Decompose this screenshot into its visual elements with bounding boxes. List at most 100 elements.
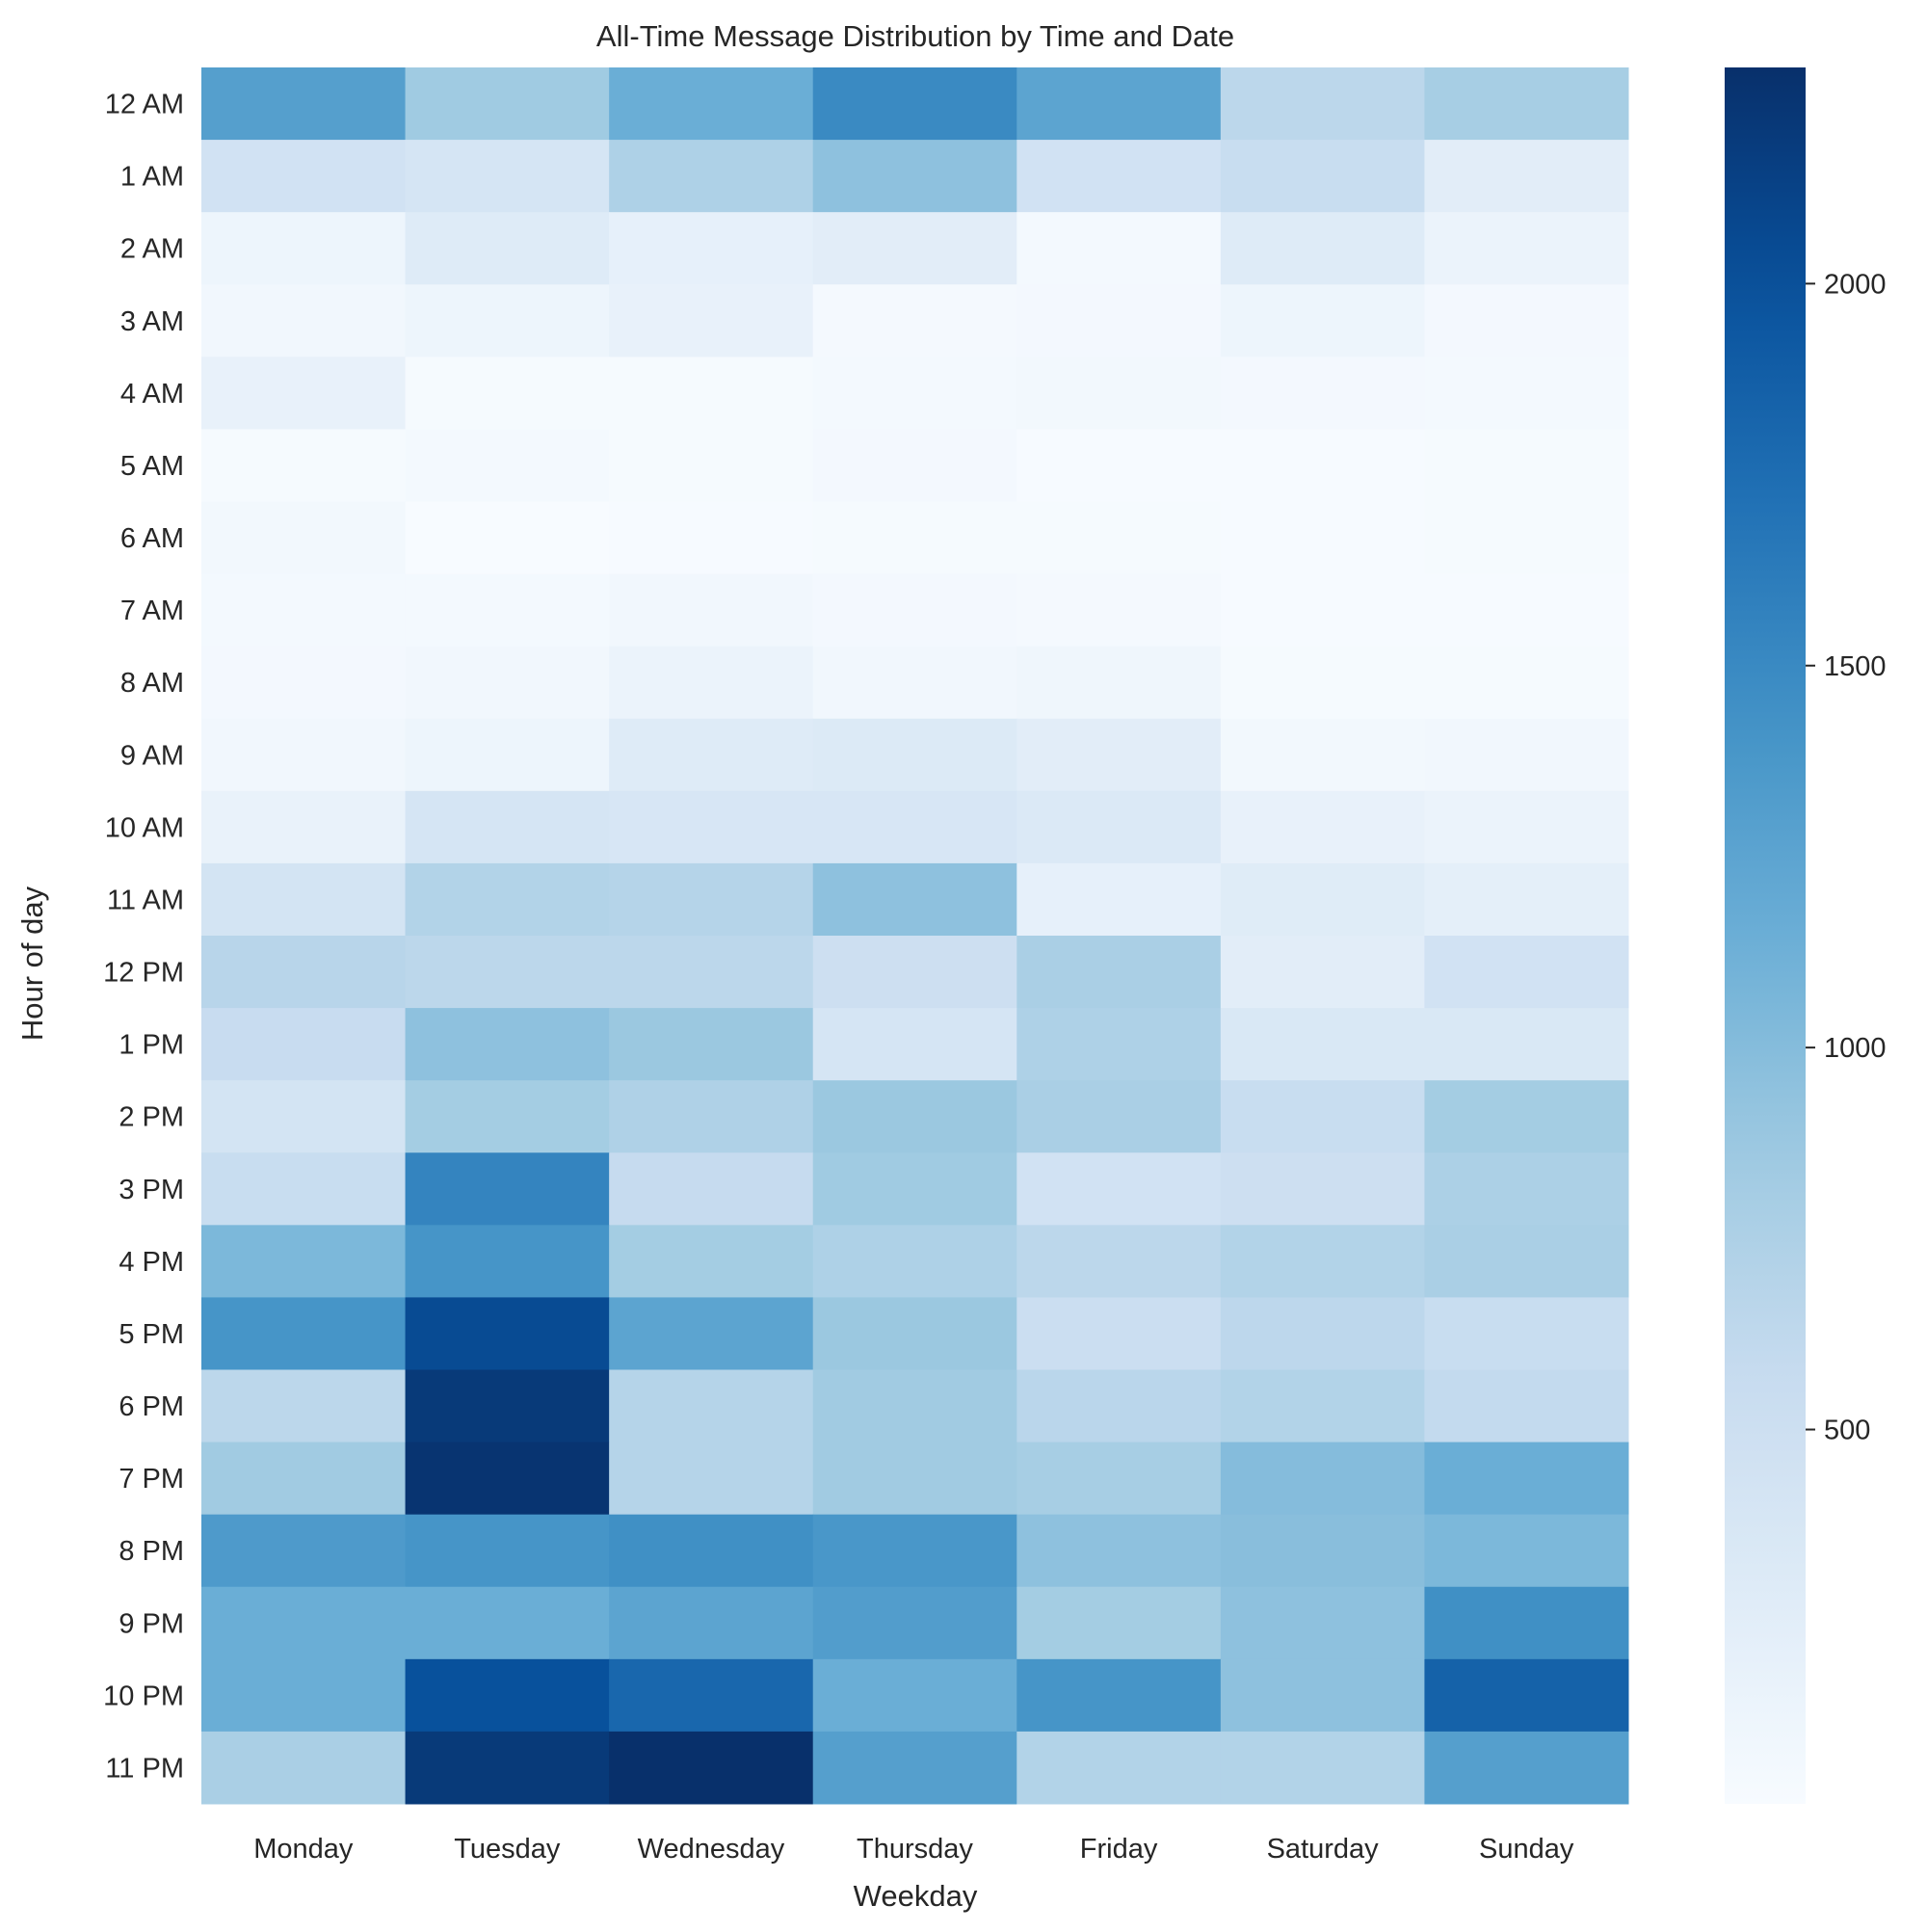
heatmap-cell (609, 646, 814, 720)
heatmap-cell (609, 1731, 814, 1805)
y-tick-label: 7 PM (119, 1464, 184, 1495)
heatmap-cell (201, 140, 407, 213)
y-tick-label: 1 AM (120, 162, 184, 193)
heatmap-cell (405, 1297, 610, 1370)
heatmap-cell (1424, 357, 1629, 430)
heatmap-cell (609, 212, 814, 285)
heatmap-cell (1220, 357, 1425, 430)
heatmap-cell (1220, 429, 1425, 502)
heatmap-cell (812, 429, 1017, 502)
y-tick-labels: 12 AM 1 AM 2 AM 3 AM 4 AM 5 AM 6 AM 7 AM 8 AM 9 A… (103, 90, 184, 1785)
heatmap-cell (812, 357, 1017, 430)
heatmap-cell (1424, 212, 1629, 285)
x-tick-label: Sunday (1479, 1834, 1574, 1865)
heatmap-cell (1424, 1152, 1629, 1226)
heatmap-cell (405, 862, 610, 937)
heatmap-cell (812, 1514, 1017, 1588)
heatmap-cell (1220, 790, 1425, 864)
heatmap-cell (812, 284, 1017, 357)
colorbar-tick-label: 2000 (1824, 269, 1887, 300)
heatmap-cell (201, 67, 407, 141)
heatmap-cell (405, 718, 610, 792)
heatmap-cell (1424, 573, 1629, 648)
heatmap-cell (201, 501, 407, 575)
heatmap-cell (1220, 1514, 1425, 1588)
heatmap-cell (405, 936, 610, 1009)
heatmap-cell (405, 140, 610, 213)
y-tick-label: 12 AM (105, 90, 184, 120)
heatmap-cell (812, 1225, 1017, 1298)
heatmap-cell (609, 1369, 814, 1443)
heatmap-cell (405, 1442, 610, 1516)
heatmap-cell (201, 573, 407, 648)
heatmap-cell (609, 1225, 814, 1298)
heatmap-cell (201, 1225, 407, 1298)
heatmap-cell (405, 1514, 610, 1588)
y-axis-label: Hour of day (15, 886, 49, 1041)
heatmap-cell (1016, 501, 1222, 575)
heatmap-cell (1424, 646, 1629, 720)
heatmap-cell (1016, 1080, 1222, 1153)
heatmap-cell (201, 1152, 407, 1226)
heatmap-cell (812, 140, 1017, 213)
heatmap-cell (812, 67, 1017, 141)
heatmap-cell (1220, 212, 1425, 285)
heatmap-cell (1424, 67, 1629, 141)
heatmap-cell (1016, 1008, 1222, 1081)
y-tick-label: 8 AM (120, 668, 184, 699)
heatmap-cell (609, 1586, 814, 1660)
heatmap-cell (812, 501, 1017, 575)
heatmap-cell (1016, 212, 1222, 285)
heatmap-cell (1424, 429, 1629, 502)
y-tick-label: 5 AM (120, 451, 184, 482)
heatmap-cell (609, 1658, 814, 1733)
heatmap-cell (1016, 1586, 1222, 1660)
heatmap-cell (201, 1658, 407, 1733)
heatmap-cell (1220, 573, 1425, 648)
heatmap-cell (812, 1586, 1017, 1660)
x-axis-label: Weekday (854, 1879, 978, 1913)
y-tick-label: 11 AM (107, 885, 184, 915)
heatmap-cell (812, 718, 1017, 792)
heatmap-cell (1220, 646, 1425, 720)
heatmap-cell (609, 1514, 814, 1588)
heatmap-cell (201, 1514, 407, 1588)
heatmap-cell (812, 1080, 1017, 1153)
heatmap-cell (812, 1369, 1017, 1443)
heatmap-cell (201, 1586, 407, 1660)
heatmap-cell (1424, 501, 1629, 575)
heatmap-cell (1220, 1008, 1425, 1081)
heatmap-cell (1220, 1152, 1425, 1226)
y-tick-label: 4 PM (119, 1247, 184, 1278)
heatmap-cell (1424, 1369, 1629, 1443)
heatmap-cell (609, 140, 814, 213)
heatmap-cell (1220, 1658, 1425, 1733)
heatmap-cell (1220, 1586, 1425, 1660)
heatmap-cell (812, 1008, 1017, 1081)
heatmap-cell (1220, 1442, 1425, 1516)
heatmap-cell (812, 790, 1017, 864)
colorbar (1725, 67, 1806, 1804)
heatmap-cell (201, 357, 407, 430)
heatmap-cell (812, 1731, 1017, 1805)
heatmap-cell (1220, 501, 1425, 575)
colorbar-ticks: 500 1000 1500 2000 (1806, 269, 1887, 1446)
heatmap-cell (201, 718, 407, 792)
heatmap-cell (405, 284, 610, 357)
heatmap-cell (1424, 1731, 1629, 1805)
heatmap-cell (201, 429, 407, 502)
heatmap-cell (1424, 1297, 1629, 1370)
heatmap-cell (609, 573, 814, 648)
heatmap-cell (1220, 1731, 1425, 1805)
heatmap-cell (1016, 1658, 1222, 1733)
chart-title: All-Time Message Distribution by Time an… (596, 19, 1234, 53)
heatmap-cell (201, 1080, 407, 1153)
heatmap-cell (1220, 862, 1425, 937)
heatmap-cell (1424, 1008, 1629, 1081)
heatmap-cell (201, 1442, 407, 1516)
heatmap-cell (1424, 936, 1629, 1009)
heatmap-cell (201, 1369, 407, 1443)
y-tick-label: 6 AM (120, 523, 184, 554)
x-tick-label: Monday (253, 1834, 354, 1865)
